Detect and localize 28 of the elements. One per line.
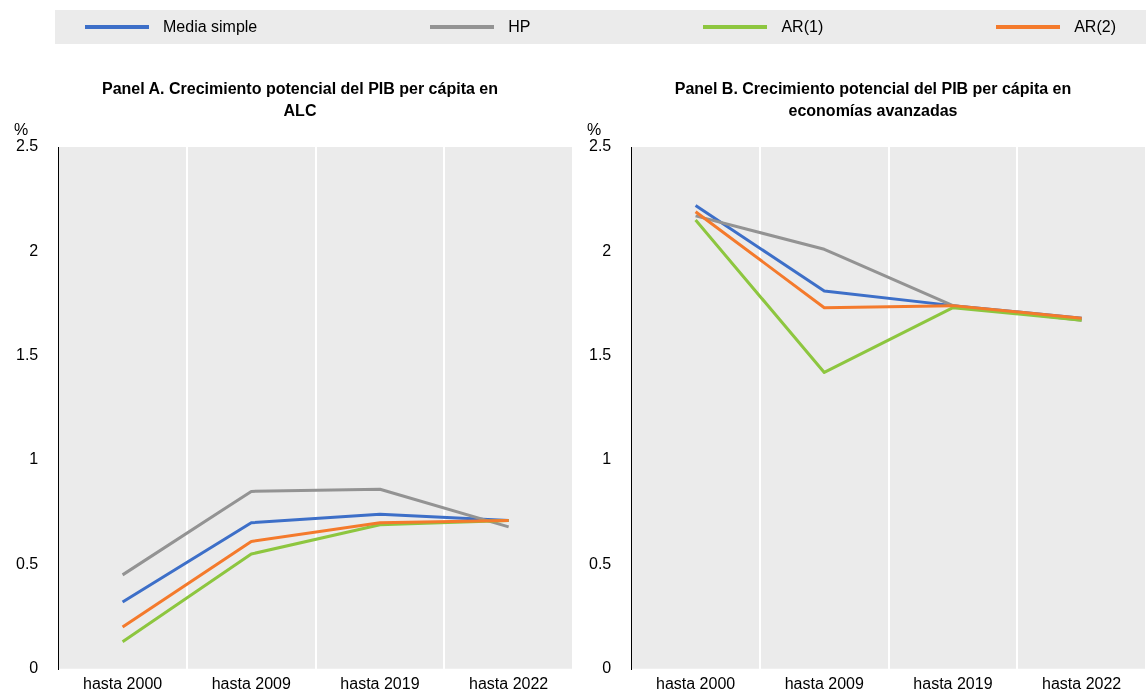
y-axis-title: %	[587, 121, 602, 139]
y-tick-label: 1.5	[588, 346, 612, 364]
x-tick-label: hasta 2009	[211, 674, 291, 692]
y-tick-label: 0.5	[15, 554, 39, 572]
legend-label: AR(1)	[781, 18, 824, 36]
y-axis-title: %	[14, 121, 29, 139]
x-tick-label: hasta 2009	[784, 674, 864, 692]
legend-label: AR(2)	[1074, 18, 1116, 36]
y-tick-label: 2.5	[588, 137, 612, 155]
y-tick-label: 0	[29, 659, 39, 677]
x-tick-label: hasta 2022	[1042, 674, 1122, 692]
y-tick-label: 1	[29, 450, 39, 468]
y-tick-label: 0	[602, 659, 612, 677]
x-tick-label: hasta 2000	[82, 674, 163, 692]
y-tick-label: 2	[29, 241, 39, 259]
y-tick-label: 2.5	[15, 137, 39, 155]
chart-title: Panel A. Crecimiento potencial del PIB per cápita en ALC	[101, 79, 499, 121]
x-tick-label: hasta 2019	[913, 674, 993, 692]
x-tick-label: hasta 2000	[655, 674, 736, 692]
y-tick-label: 1.5	[15, 346, 39, 364]
legend-label: Media simple	[163, 18, 258, 36]
x-tick-label: hasta 2022	[469, 674, 549, 692]
y-tick-label: 1	[602, 450, 612, 468]
x-tick-label: hasta 2019	[340, 674, 420, 692]
y-tick-label: 0.5	[588, 554, 612, 572]
legend-label: HP	[508, 18, 531, 36]
chart-title: Panel B. Crecimiento potencial del PIB per cápita en economías avanzadas	[673, 79, 1073, 121]
y-tick-label: 2	[602, 241, 612, 259]
